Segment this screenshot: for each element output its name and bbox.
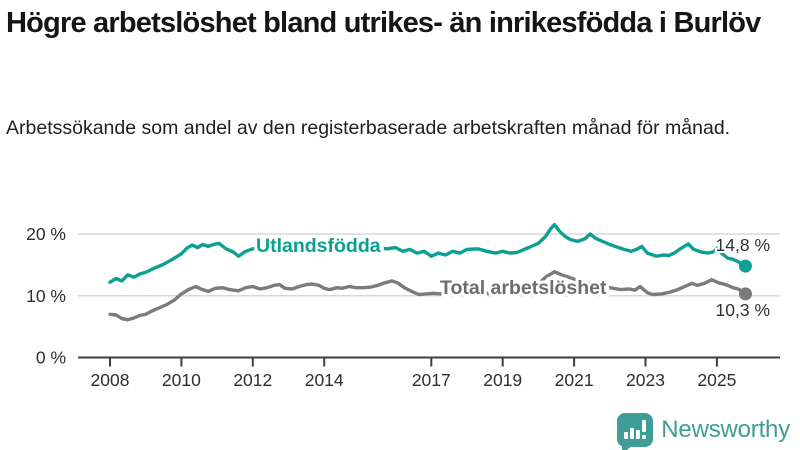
unemployment-line-chart: 0 % 10 % 20 % 2008 2010 2012 2014 2017 2019 2021 2… (26, 223, 780, 390)
logo-exclamation-dot-icon (642, 435, 647, 439)
logo-bar-icon (624, 432, 629, 439)
x-axis-tick-label: 2008 (91, 370, 130, 390)
logo-exclamation-icon (642, 420, 647, 432)
y-axis-tick-label: 0 % (36, 348, 66, 368)
x-axis-tick-label: 2025 (697, 370, 736, 390)
logo-bar-icon (636, 430, 641, 439)
series-end-value-label: 10,3 % (716, 300, 770, 320)
logo-bar-icon (630, 428, 635, 439)
series-end-value-label: 14,8 % (716, 235, 770, 255)
series-line-total (108, 270, 748, 322)
x-axis-tick-label: 2012 (233, 370, 272, 390)
series-end-dot (738, 259, 752, 273)
y-axis-tick-label: 10 % (26, 286, 66, 306)
x-axis-tick-label: 2023 (626, 370, 665, 390)
chart-subtitle: Arbetssökande som andel av den registerb… (6, 117, 731, 139)
x-axis-tick-label: 2010 (162, 370, 201, 390)
x-axis-tick-label: 2019 (483, 370, 522, 390)
newsworthy-logo-icon (617, 413, 654, 450)
series-end-dot (738, 287, 752, 301)
x-axis-tick-label: 2014 (305, 370, 344, 390)
newsworthy-logo[interactable]: Newsworthy (617, 410, 790, 450)
page-title: Högre arbetslöshet bland utrikes- än inr… (6, 7, 761, 39)
x-axis-tick-label: 2021 (555, 370, 594, 390)
series-label: Utlandsfödda (256, 235, 381, 257)
series-label: Total arbetslöshet (440, 277, 607, 299)
x-axis-tick-label: 2017 (412, 370, 451, 390)
y-axis-tick-label: 20 % (26, 224, 66, 244)
newsworthy-brand-text: Newsworthy (661, 416, 790, 443)
series-line-utlandsfodda (108, 223, 748, 284)
